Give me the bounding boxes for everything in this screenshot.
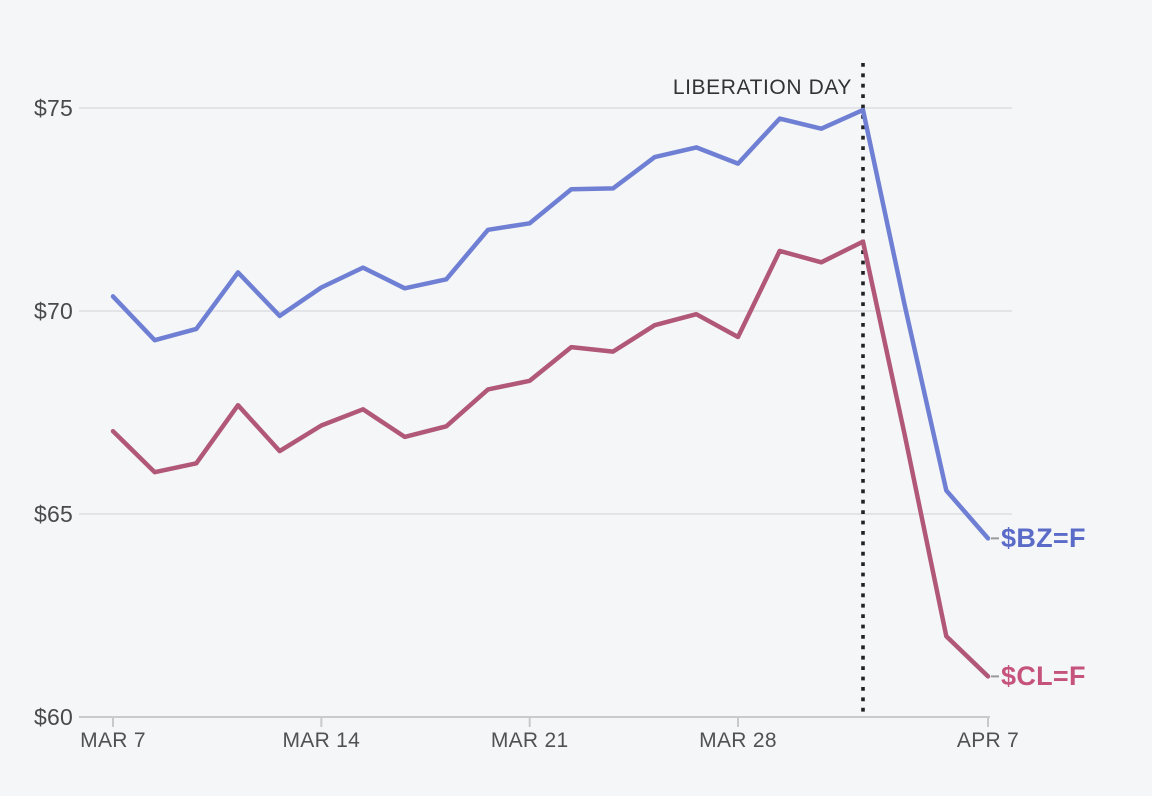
bz-line-path (110, 107, 991, 541)
liberation-day-label: LIBERATION DAY (672, 76, 852, 99)
cl-line-path (110, 239, 991, 679)
cl-series-label: $CL=F (1001, 660, 1086, 691)
bz-series-label: $BZ=F (1001, 522, 1086, 553)
